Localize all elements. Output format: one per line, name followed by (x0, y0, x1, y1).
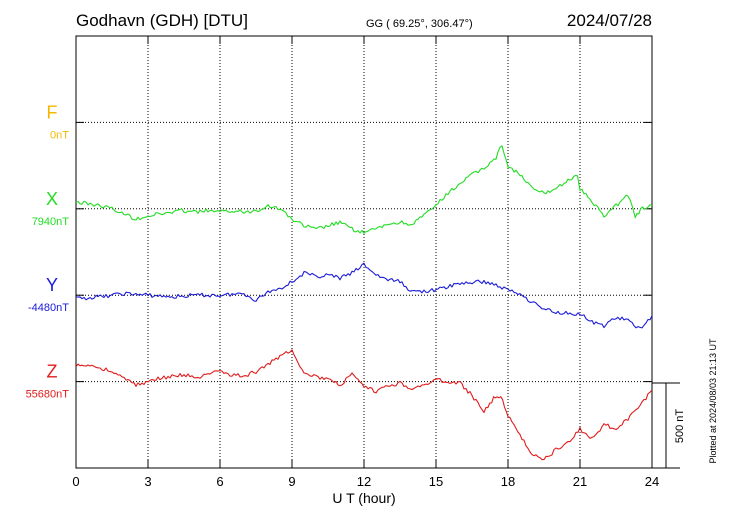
series-name-f: F (47, 102, 58, 122)
x-tick-label: 6 (216, 474, 223, 489)
station-coordinates: GG ( 69.25°, 306.47°) (366, 18, 473, 30)
x-axis-label: U T (hour) (332, 490, 395, 506)
series-name-z: Z (47, 362, 58, 382)
series-baseline-y: -4480nT (28, 302, 69, 314)
series-baseline-x: 7940nT (32, 216, 70, 228)
series-baseline-f: 0nT (50, 129, 69, 141)
series-lines (75, 145, 653, 461)
plot-date: 2024/07/28 (567, 11, 652, 30)
series-line-y (75, 262, 653, 329)
scale-bar-label: 500 nT (674, 409, 686, 444)
x-tick-label: 21 (573, 474, 587, 489)
x-tick-label: 15 (429, 474, 443, 489)
x-tick-label: 3 (144, 474, 151, 489)
series-line-x (75, 145, 653, 234)
station-title: Godhavn (GDH) [DTU] (76, 11, 248, 30)
x-tick-label: 0 (72, 474, 79, 489)
grid (76, 36, 652, 468)
x-tick-label: 9 (288, 474, 295, 489)
series-name-x: X (46, 189, 58, 209)
plot-timestamp: Plotted at 2024/08/03 21:13 UT (708, 338, 718, 464)
x-tick-label: 12 (357, 474, 371, 489)
axis-ticks: 0 3 6 9 12 15 18 21 24 (72, 36, 659, 489)
series-baseline-z: 55680nT (26, 389, 70, 401)
series-name-y: Y (46, 275, 58, 295)
x-tick-label: 18 (501, 474, 515, 489)
series-line-z (75, 349, 653, 461)
labels: F 0nT X 7940nT Y -4480nT Z 55680nT (26, 102, 70, 400)
x-tick-label: 24 (645, 474, 659, 489)
